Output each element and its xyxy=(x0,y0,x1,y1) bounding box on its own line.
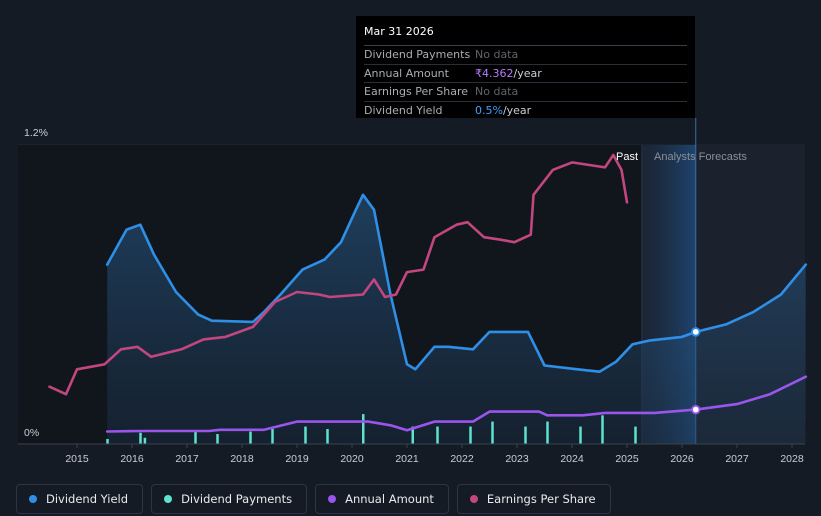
y-tick-top: 1.2% xyxy=(24,127,48,139)
tooltip-row-annual-amount: Annual Amount ₹4.362/year xyxy=(364,65,687,83)
past-label: Past xyxy=(616,151,638,163)
tooltip-label: Dividend Yield xyxy=(364,103,443,117)
legend-label: Earnings Per Share xyxy=(486,492,596,506)
dividend-payment-bar xyxy=(524,426,527,444)
dividend-payment-bar xyxy=(194,431,197,444)
forecast-label: Analysts Forecasts xyxy=(654,151,747,163)
x-tick-label: 2026 xyxy=(670,453,694,465)
legend-earnings-per-share[interactable]: Earnings Per Share xyxy=(456,484,611,514)
dividend-payment-bar xyxy=(143,437,147,444)
dividend-payment-bar xyxy=(216,434,219,444)
legend-dot-icon xyxy=(469,495,478,503)
annual-amount-line xyxy=(105,375,808,433)
tooltip-value: No data xyxy=(475,85,519,98)
x-tick-label: 2018 xyxy=(230,453,254,465)
tooltip-value: ₹4.362 xyxy=(475,66,514,80)
legend-annual-amount[interactable]: Annual Amount xyxy=(315,484,449,514)
dividend-payment-bar xyxy=(106,439,109,444)
x-tick-label: 2022 xyxy=(450,453,474,465)
tooltip-value: 0.5% xyxy=(475,103,503,117)
legend-label: Annual Amount xyxy=(345,492,434,506)
tooltip-label: Dividend Payments xyxy=(364,48,471,61)
dividend-payment-bar xyxy=(304,426,307,444)
tooltip-row-dividend-payments: Dividend Payments No data xyxy=(364,46,687,65)
dividend-payment-bars xyxy=(106,414,637,444)
dividend-yield-marker xyxy=(691,327,701,337)
legend-dividend-payments[interactable]: Dividend Payments xyxy=(151,484,308,514)
tooltip: Mar 31 2026 Dividend Payments No data An… xyxy=(356,16,695,118)
dividend-payment-bar xyxy=(634,426,637,444)
x-tick-label: 2016 xyxy=(120,453,144,465)
x-tick-label: 2021 xyxy=(395,453,419,465)
x-tick-label: 2023 xyxy=(505,453,529,465)
dividend-payment-bar xyxy=(326,429,329,444)
annual-amount-marker xyxy=(691,404,701,415)
tooltip-unit: /year xyxy=(502,103,532,117)
legend-label: Dividend Payments xyxy=(181,492,293,506)
tooltip-date: Mar 31 2026 xyxy=(364,23,687,46)
dividend-payment-bar xyxy=(601,415,604,444)
legend: Dividend Yield Dividend Payments Annual … xyxy=(16,484,611,514)
dividend-payment-bar xyxy=(271,429,274,444)
tooltip-row-earnings-per-share: Earnings Per Share No data xyxy=(364,83,687,102)
legend-dot-icon xyxy=(164,495,173,503)
x-tick-label: 2024 xyxy=(560,453,584,465)
cursor-markers xyxy=(691,327,701,415)
x-tick-label: 2027 xyxy=(725,453,749,465)
earnings-per-share-line xyxy=(48,153,629,396)
dividend-payment-bar xyxy=(436,426,439,444)
legend-label: Dividend Yield xyxy=(46,492,129,506)
x-tick-label: 2019 xyxy=(285,453,309,465)
tooltip-label: Earnings Per Share xyxy=(364,85,469,98)
legend-dot-icon xyxy=(328,495,337,503)
tooltip-label: Annual Amount xyxy=(364,66,449,80)
tooltip-row-dividend-yield: Dividend Yield 0.5%/year xyxy=(364,102,687,120)
x-tick-label: 2015 xyxy=(65,453,89,465)
dividend-payment-bar xyxy=(546,421,549,444)
dividend-payment-bar xyxy=(362,414,365,444)
legend-dividend-yield[interactable]: Dividend Yield xyxy=(16,484,144,514)
tooltip-unit: /year xyxy=(513,66,542,80)
dividend-payment-bar xyxy=(411,426,414,444)
dividend-yield-fill xyxy=(107,194,806,444)
x-tick-label: 2025 xyxy=(615,453,639,465)
dividend-payment-bar xyxy=(491,421,494,444)
tooltip-value: No data xyxy=(475,48,519,61)
x-tick-label: 2017 xyxy=(175,453,199,465)
dividend-yield-area xyxy=(107,194,806,444)
dividend-payment-bar xyxy=(469,426,472,444)
series-lines xyxy=(48,153,808,433)
dividend-payment-bar xyxy=(249,431,252,444)
legend-dot-icon xyxy=(29,495,37,503)
dividend-yield-line xyxy=(105,193,808,373)
dividend-payment-bar xyxy=(579,426,582,444)
dividend-payment-bar xyxy=(139,432,142,444)
x-tick-label: 2028 xyxy=(780,453,804,465)
y-tick-bottom: 0% xyxy=(24,427,39,439)
axes: 2015 2016 2017 2018 2019 2020 2021 2022 2023 2024… xyxy=(18,443,805,465)
x-tick-label: 2020 xyxy=(340,453,364,465)
